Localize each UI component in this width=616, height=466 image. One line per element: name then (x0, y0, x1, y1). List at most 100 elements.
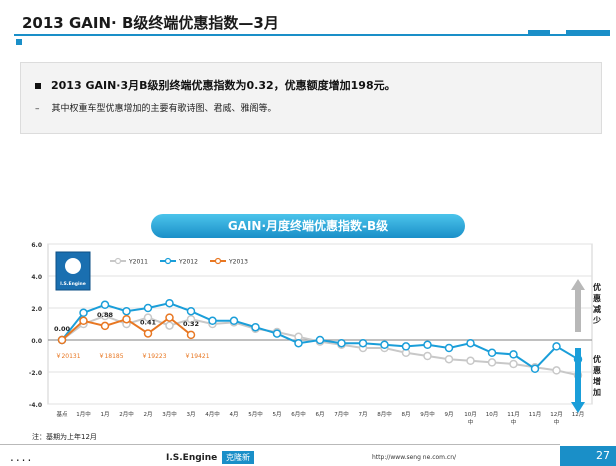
data-point-y2011 (100, 311, 110, 321)
x-tick-label: 1月 (101, 411, 110, 418)
summary-bullet-1: 2013 GAIN·3月B级别终端优惠指数为0.32，优惠额度增加198元。 (35, 77, 396, 93)
footer-url: http://www.seng ne.com.cn/ (372, 454, 457, 461)
data-point-y2012 (79, 308, 88, 318)
x-tick-label: 2月中 (119, 410, 134, 418)
x-tick-label: 2月 (144, 411, 153, 418)
x-tick-label: 3月中 (162, 410, 177, 418)
y-tick-label: -4.0 (29, 402, 42, 409)
x-tick-label: 7月中 (334, 410, 349, 418)
bullet-dash: – (35, 104, 40, 114)
x-tick-label: 中 (468, 418, 474, 426)
side-label-up: 惠 (593, 293, 601, 303)
x-tick-label: 10月 (486, 411, 499, 418)
data-point-y2012 (165, 298, 174, 308)
plot-area (47, 243, 593, 405)
data-point-y2012 (186, 306, 196, 316)
data-label: 0.88 (97, 311, 114, 319)
data-label: 0.00 (54, 325, 71, 333)
y-tick-label: 6.0 (31, 242, 42, 249)
legend-label: Y2013 (228, 259, 248, 266)
side-label-down: 惠 (593, 365, 601, 375)
data-point-y2012 (143, 303, 153, 313)
summary-bullet-2: – 其中权重车型优惠增加的主要有歌诗图、君威、雅阁等。 (35, 101, 277, 114)
data-point-y2012 (530, 364, 540, 374)
x-tick-label: 11月 (507, 411, 520, 418)
data-point-y2012 (466, 338, 475, 348)
data-point-y2013 (57, 335, 67, 345)
data-point-y2011 (143, 313, 153, 322)
legend-marker (164, 257, 172, 265)
x-tick-label: 1月中 (76, 410, 91, 418)
data-point-y2011 (444, 354, 454, 364)
up-arrow-icon (571, 279, 585, 290)
title-accent-bar (528, 30, 550, 36)
data-point-y2013 (122, 314, 131, 324)
amount-label: ￥20131 (55, 353, 80, 360)
legend-label: Y2011 (128, 259, 148, 266)
data-point-y2013 (186, 330, 196, 340)
x-tick-label: 8月 (402, 411, 411, 418)
legend-marker (114, 257, 122, 265)
data-point-y2011 (552, 366, 561, 375)
data-point-y2013 (165, 313, 174, 322)
data-point-y2013 (100, 321, 110, 331)
x-tick-label: 9月中 (420, 410, 435, 418)
title-underline (14, 34, 570, 36)
data-point-y2011 (487, 358, 497, 367)
summary-bullet-1-text: 2013 GAIN·3月B级别终端优惠指数为0.32，优惠额度增加198元。 (51, 79, 396, 92)
data-point-y2012 (251, 322, 260, 332)
y-tick-label: 2.0 (31, 306, 42, 313)
x-tick-label: 8月中 (377, 410, 392, 418)
logo-text: I.S.Engine (60, 281, 86, 287)
page-title: 2013 GAIN· B级终端优惠指数—3月 (22, 14, 279, 32)
x-tick-label: 5月 (273, 411, 282, 418)
title-accent-bar-2 (566, 30, 610, 36)
x-tick-label: 4月 (230, 411, 239, 418)
data-point-y2011 (423, 351, 432, 361)
x-tick-label: 4月中 (205, 410, 220, 418)
data-point-y2013 (143, 329, 153, 338)
x-tick-label: 12月 (550, 411, 563, 418)
x-tick-label: 11月 (529, 411, 542, 418)
data-point-y2011 (186, 314, 196, 324)
summary-box: 2013 GAIN·3月B级别终端优惠指数为0.32，优惠额度增加198元。 –… (20, 62, 602, 134)
down-arrow-icon (571, 402, 585, 413)
data-point-y2012 (315, 335, 325, 345)
x-tick-label: 6月中 (291, 410, 306, 418)
data-point-y2012 (208, 316, 217, 326)
footer-brand-sub: 克隆新 (222, 451, 254, 464)
side-label-up: 减 (593, 304, 601, 314)
amount-label: ￥18185 (98, 353, 123, 360)
x-tick-label: 10月 (464, 411, 477, 418)
side-label-down: 优 (593, 354, 601, 364)
y-tick-label: -2.0 (29, 370, 42, 377)
bullet-square-icon (35, 83, 41, 89)
chart-title: GAIN·月度终端优惠指数-B级 (151, 214, 465, 238)
side-label-down: 加 (592, 387, 601, 397)
side-label-down: 增 (593, 376, 601, 386)
data-label: 0.41 (140, 318, 157, 326)
side-label-up: 优 (593, 282, 601, 292)
legend-label: Y2012 (178, 259, 198, 266)
data-label: 0.32 (183, 320, 199, 328)
data-point-y2012 (122, 306, 131, 316)
footer-brand: I.S.Engine (166, 453, 218, 463)
data-point-y2012 (294, 338, 303, 348)
data-point-y2012 (552, 342, 561, 351)
footnote: 注：基期为上年12月 (32, 433, 97, 441)
logo-icon (65, 258, 81, 274)
data-point-y2012 (423, 340, 432, 350)
x-tick-label: 9月 (445, 411, 454, 418)
data-point-y2011 (165, 321, 174, 330)
data-point-y2012 (401, 342, 411, 351)
footer-line (0, 444, 560, 445)
data-point-y2012 (337, 338, 346, 348)
page-number: 27 (560, 446, 616, 466)
up-arrow-shaft (575, 290, 581, 332)
y-tick-label: 0.0 (31, 338, 42, 345)
summary-bullet-2-text: 其中权重车型优惠增加的主要有歌诗图、君威、雅阁等。 (51, 104, 277, 114)
legend-marker (214, 257, 222, 265)
x-tick-label: 6月 (316, 411, 325, 418)
x-tick-label: 中 (511, 418, 517, 426)
